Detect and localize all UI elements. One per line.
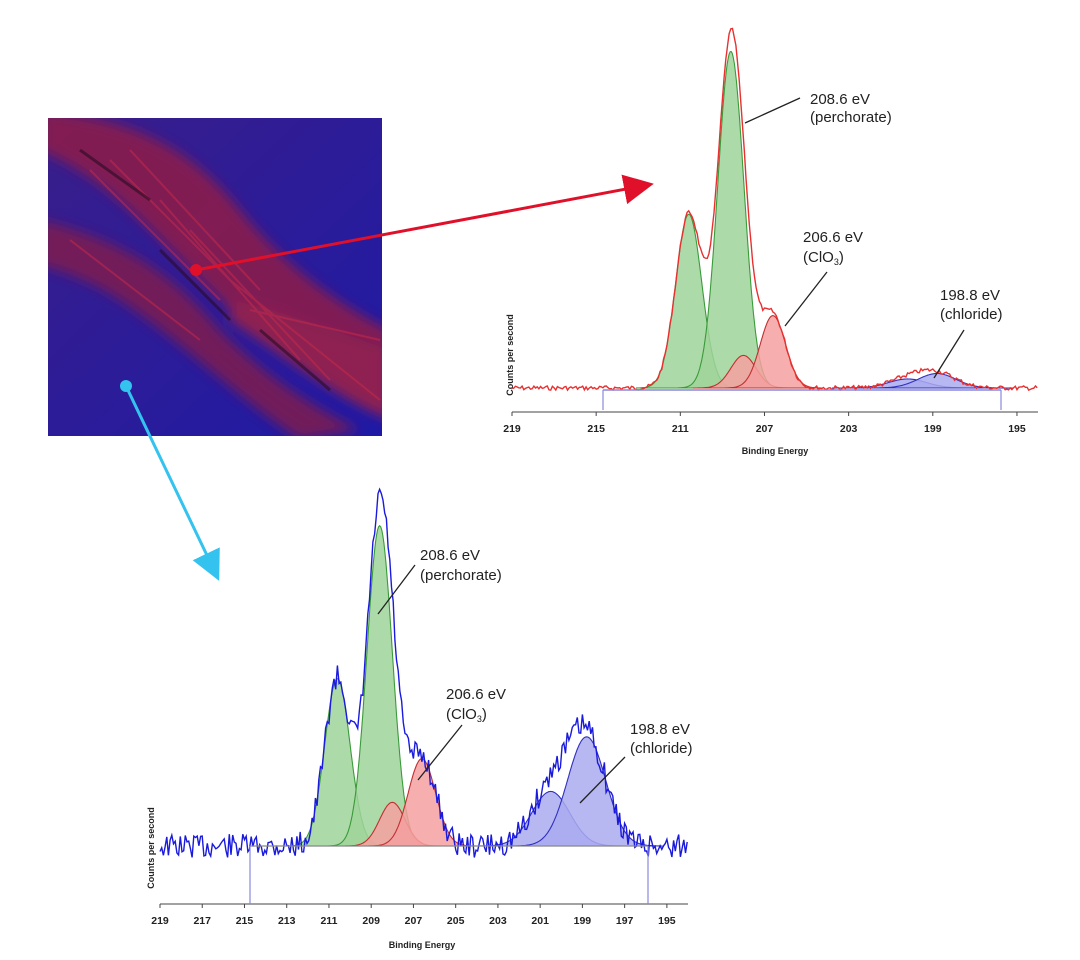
top-chloride-energy: 198.8 eV [940, 287, 1000, 304]
top-fit-components [636, 50, 1013, 389]
top-chloride-species: (chloride) [940, 306, 1003, 323]
bottom-measured-spectrum-line [159, 487, 688, 859]
bottom-x-tick-label-5: 209 [362, 915, 380, 927]
bottom-annotation-chlorate: 206.6 eV (ClO3) [417, 686, 506, 781]
bottom-fit-peak-5 [510, 736, 663, 847]
bottom-x-tick-label-9: 201 [531, 915, 549, 927]
top-fit-peak-3 [722, 315, 824, 389]
bottom-x-tick-label-7: 205 [447, 915, 465, 927]
cyan-sample-point [120, 380, 132, 392]
top-x-ticks: 219 215 211 207 203 199 195 [503, 412, 1026, 435]
bottom-y-axis-label: Counts per second [146, 807, 156, 889]
bottom-x-tick-label-12: 195 [658, 915, 676, 927]
bottom-x-tick-label-2: 215 [236, 915, 254, 927]
bottom-x-tick-label-4: 211 [320, 915, 337, 927]
red-sample-point [190, 264, 202, 276]
bottom-x-tick-label-3: 213 [278, 915, 296, 927]
bottom-x-tick-label-6: 207 [405, 915, 423, 927]
bottom-annotation-perchlorate: 208.6 eV (perchorate) [377, 547, 502, 615]
top-x-tick-label-4: 203 [840, 423, 858, 435]
top-x-tick-label-2: 211 [672, 423, 689, 435]
bottom-chlorate-energy: 206.6 eV [446, 686, 506, 703]
top-annotation-perchlorate: 208.6 eV (perchorate) [744, 91, 892, 126]
top-chlorate-species: (ClO3) [803, 249, 844, 267]
bottom-perchlorate-species: (perchorate) [420, 567, 502, 584]
bottom-annotation-chloride: 198.8 eV (chloride) [579, 721, 693, 804]
top-x-axis-label: Binding Energy [742, 446, 809, 456]
cyan-arrow [120, 380, 220, 581]
bottom-chloride-species: (chloride) [630, 740, 693, 757]
top-x-tick-label-1: 215 [587, 423, 605, 435]
bottom-perchlorate-energy: 208.6 eV [420, 547, 480, 564]
top-measured-spectrum-line [511, 27, 1038, 392]
bottom-chloride-energy: 198.8 eV [630, 721, 690, 738]
surface-map-image [48, 118, 382, 436]
top-x-tick-label-0: 219 [503, 423, 521, 435]
top-x-tick-label-5: 199 [924, 423, 942, 435]
bottom-x-tick-label-11: 197 [616, 915, 634, 927]
top-chlorate-energy: 206.6 eV [803, 229, 863, 246]
bottom-x-tick-label-8: 203 [489, 915, 507, 927]
top-x-tick-label-3: 207 [756, 423, 774, 435]
bottom-chlorate-species: (ClO3) [446, 706, 487, 724]
bottom-x-tick-label-10: 199 [574, 915, 592, 927]
bottom-x-tick-label-0: 219 [151, 915, 169, 927]
top-perchlorate-species: (perchorate) [810, 109, 892, 126]
top-spectrum-chart: 219 215 211 207 203 199 195 Binding Energy Cou… [503, 27, 1038, 456]
top-y-axis-label: Counts per second [505, 314, 515, 396]
bottom-x-ticks: 219 217 215 213 211 209 207 205 203 201 199 197 195 [151, 904, 676, 927]
top-annotation-chlorate: 206.6 eV (ClO3) [784, 229, 863, 327]
bottom-x-tick-label-1: 217 [193, 915, 211, 927]
top-x-tick-label-6: 195 [1008, 423, 1026, 435]
bottom-x-axis-label: Binding Energy [389, 940, 456, 950]
top-perchlorate-energy: 208.6 eV [810, 91, 870, 108]
bottom-fit-components [286, 524, 663, 847]
red-arrow [190, 174, 654, 276]
bottom-spectrum-chart: 219 217 215 213 211 209 207 205 203 201 199 197 195 … [146, 487, 693, 950]
top-annotation-chloride: 198.8 eV (chloride) [933, 287, 1003, 379]
